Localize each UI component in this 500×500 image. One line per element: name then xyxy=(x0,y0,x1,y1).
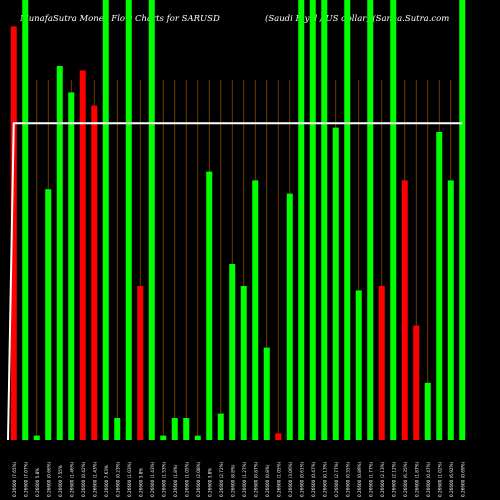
x-tick-label: 0.26600 (1.53%) xyxy=(161,461,166,497)
bar xyxy=(114,418,121,440)
x-tick-label: 0.26600 (1.05%) xyxy=(184,461,189,497)
bar xyxy=(217,413,224,440)
bar xyxy=(148,0,155,440)
x-tick-label: 0.26600 (0.47%) xyxy=(311,461,316,497)
bar xyxy=(275,433,282,440)
x-tick-label: 0.26600 (2.13%) xyxy=(380,461,385,497)
x-tick-label: 0.26600 (1.05%) xyxy=(276,461,281,497)
bar xyxy=(125,0,132,440)
bar xyxy=(263,347,270,440)
bar xyxy=(45,189,52,440)
x-tick-label: 0.26600 (0.61%) xyxy=(299,461,304,497)
x-tick-label: 0.26600 3.8% xyxy=(138,468,143,497)
bar xyxy=(367,0,374,440)
x-tick-label: 0.26600 7.55% xyxy=(58,465,63,497)
bar xyxy=(206,171,213,440)
x-tick-label: 0.26600 (0.66%) xyxy=(46,461,51,497)
x-tick-label: 0.26600 (0.69%) xyxy=(460,461,465,497)
x-tick-label: 0.26600 3.8% xyxy=(207,468,212,497)
x-tick-label: 0.26600 (0.8%) xyxy=(265,464,270,497)
x-tick-label: 0.26600 (2.12%) xyxy=(391,461,396,497)
bar xyxy=(424,382,431,440)
bar xyxy=(298,0,305,440)
bar xyxy=(321,0,328,440)
bar xyxy=(459,0,466,440)
bar xyxy=(390,0,397,440)
bar xyxy=(56,66,63,440)
x-tick-label: 0.26600 (1.77%) xyxy=(368,461,373,497)
x-tick-label: 0.26600 (0.23%) xyxy=(115,461,120,497)
bar xyxy=(68,92,75,441)
bar xyxy=(229,264,236,440)
bar xyxy=(332,127,339,440)
x-tick-label: 0.26600 (2.77%) xyxy=(334,461,339,497)
x-tick-label: 0.26600 (6.35%) xyxy=(403,461,408,497)
bar xyxy=(194,435,201,440)
bar xyxy=(401,180,408,440)
bar xyxy=(344,0,351,440)
x-tick-label: 0.26600 (0.47%) xyxy=(426,461,431,497)
bar xyxy=(378,286,385,440)
bar xyxy=(33,435,40,440)
bar xyxy=(137,286,144,440)
bar xyxy=(91,105,98,440)
x-tick-label: 0.26600 (0.89%) xyxy=(357,461,362,497)
x-tick-label: 0.26600 (0.42%) xyxy=(81,461,86,497)
x-tick-label: 0.26600 (1.27%) xyxy=(242,461,247,497)
x-tick-label: 0.26600 (1.43%) xyxy=(92,461,97,497)
x-tick-label: 0.26600 5.8% xyxy=(35,468,40,497)
chart-title-right: (Saudi Riyal / US dollar) (Sanaa.Sutra.c… xyxy=(265,14,450,24)
x-tick-label: 0.26600 (0.13%) xyxy=(322,461,327,497)
bar xyxy=(436,132,443,440)
bar xyxy=(171,418,178,440)
bar xyxy=(240,286,247,440)
bar xyxy=(10,26,17,441)
bar xyxy=(183,418,190,440)
x-tick-label: 0.26600 (1.02%) xyxy=(437,461,442,497)
bar xyxy=(413,325,420,440)
x-tick-label: 0.26600 (0.55%) xyxy=(345,461,350,497)
x-tick-label: 0.26600 (8.8%) xyxy=(230,464,235,497)
bar xyxy=(102,0,109,440)
bar xyxy=(160,435,167,440)
x-tick-label: 0.26600 (6.92%) xyxy=(449,461,454,497)
x-tick-label: 0.26600 (3.06%) xyxy=(288,461,293,497)
money-flow-line xyxy=(7,122,463,441)
bar xyxy=(286,193,293,440)
x-tick-label: 0.26600 (1.46%) xyxy=(69,461,74,497)
x-tick-label: 0.26600 7.63% xyxy=(104,465,109,497)
x-tick-label: 0.26600 (1.43%) xyxy=(150,461,155,497)
bar xyxy=(22,0,29,440)
bar xyxy=(355,290,362,440)
x-tick-label: 0.26600 (7.65%) xyxy=(12,461,17,497)
x-tick-label: 0.26600 (2.08%) xyxy=(196,461,201,497)
x-tick-label: 0.26600 (0.87%) xyxy=(253,461,258,497)
x-tick-label: 0.26600 (1.03%) xyxy=(127,461,132,497)
x-tick-label: 0.26600 (1.87%) xyxy=(414,461,419,497)
chart-title-left: MunafaSutra Money Flow Charts for SARUSD xyxy=(20,14,220,24)
x-tick-label: 0.26600 (2.72%) xyxy=(219,461,224,497)
x-tick-label: 0.26600 (1.8%) xyxy=(173,464,178,497)
bar xyxy=(79,70,86,441)
bar xyxy=(252,180,259,440)
bar xyxy=(309,0,316,440)
x-tick-label: 0.26600 (7.07%) xyxy=(23,461,28,497)
bar xyxy=(447,180,454,440)
